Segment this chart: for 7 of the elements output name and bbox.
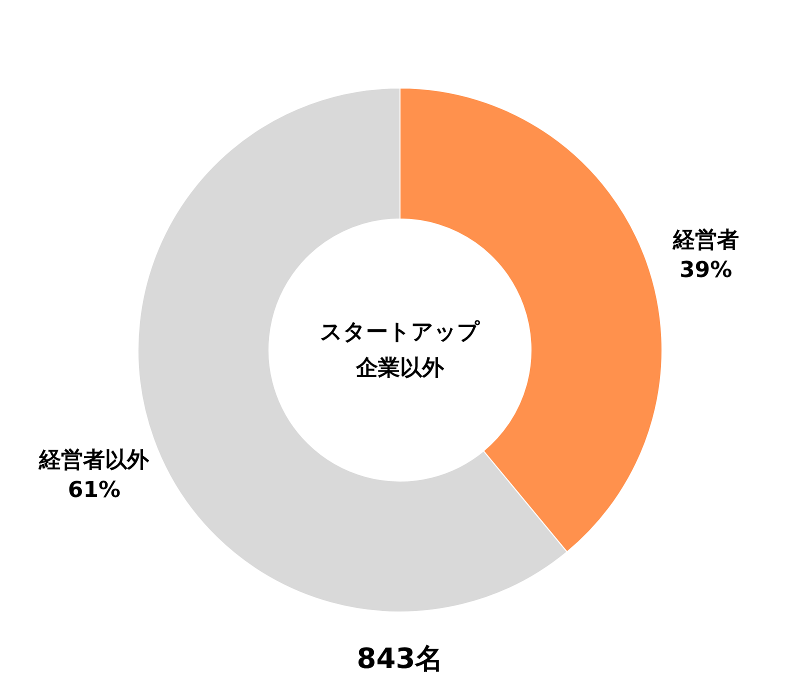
text: 企業以外 bbox=[355, 356, 445, 381]
data-label: 61% bbox=[68, 478, 121, 504]
data-label: 39% bbox=[679, 258, 732, 283]
slice-label: 経営者 bbox=[672, 228, 739, 253]
slice-label: 経営者以外 bbox=[38, 448, 150, 474]
text: 843名 bbox=[356, 642, 444, 675]
text: スタートアップ bbox=[320, 320, 480, 345]
